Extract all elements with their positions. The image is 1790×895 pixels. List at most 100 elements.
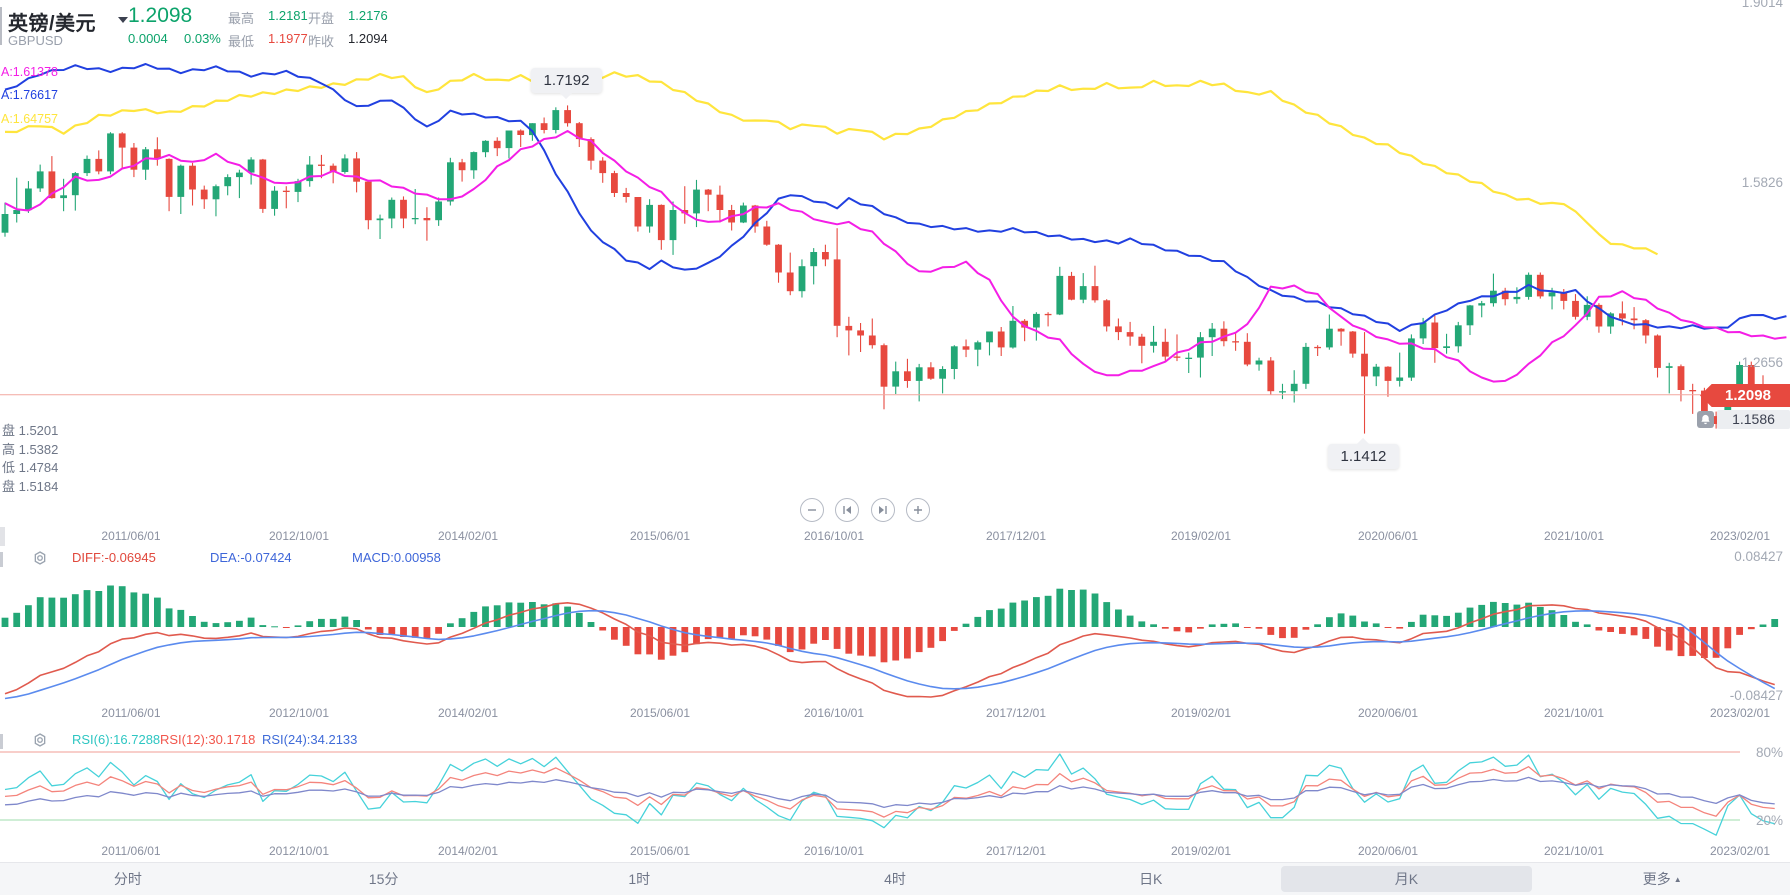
stat-value: 1.1977: [268, 31, 308, 46]
diff-value: DIFF:-0.06945: [72, 550, 156, 565]
skip-end-icon: [879, 506, 887, 514]
date-tick: 2015/06/01: [629, 529, 691, 543]
x-axis-main: 2011/06/01 2012/10/01 2014/02/01 2015/06/01…: [0, 529, 1790, 545]
macd-axis-min: -0.08427: [1729, 688, 1783, 703]
date-tick: 2019/02/01: [1170, 529, 1232, 543]
symbol-title[interactable]: 英镑/美元: [8, 13, 97, 35]
zoom-in-button[interactable]: [906, 498, 930, 522]
pan-left-button[interactable]: [835, 498, 859, 522]
price-axis-label: 1.9014: [1741, 0, 1783, 10]
pan-right-button[interactable]: [871, 498, 895, 522]
clipped-ui-fragment: [0, 527, 5, 546]
date-tick: 2012/10/01: [268, 844, 330, 858]
ohlc-tooltip-line: 高 1.5382: [2, 442, 59, 457]
date-tick: 2012/10/01: [268, 706, 330, 720]
date-tick: 2023/02/01: [1709, 706, 1771, 720]
date-tick: 2020/06/01: [1357, 529, 1419, 543]
date-tick: 2023/02/01: [1709, 844, 1771, 858]
gear-icon: [34, 733, 46, 747]
stat-value: 1.2176: [348, 8, 388, 23]
date-tick: 2019/02/01: [1170, 706, 1232, 720]
macd-settings-button[interactable]: [32, 550, 48, 571]
chevron-up-icon: ▲: [1673, 874, 1682, 884]
timeframe-toolbar: 分时 15分 1时 4时 日K 月K 更多 ▲: [0, 862, 1790, 895]
price-axis-label: 1.2656: [1741, 355, 1783, 370]
rsi-axis-lower: 20%: [1755, 813, 1783, 828]
date-tick: 2020/06/01: [1357, 844, 1419, 858]
tab-更多[interactable]: 更多 ▲: [1642, 871, 1682, 887]
date-tick: 2014/02/01: [437, 844, 499, 858]
date-tick: 2011/06/01: [101, 529, 161, 543]
date-tick: 2016/10/01: [803, 529, 865, 543]
last-price: 1.2098: [128, 4, 193, 27]
date-tick: 2021/10/01: [1543, 844, 1605, 858]
date-tick: 2017/12/01: [985, 529, 1047, 543]
stat-label: 开盘: [308, 11, 335, 26]
ohlc-tooltip-line: 盘 1.5201: [2, 423, 59, 438]
price-axis-label: 1.5826: [1741, 175, 1783, 190]
date-tick: 2016/10/01: [803, 844, 865, 858]
gear-icon: [34, 551, 46, 565]
low-annotation: 1.1412: [1327, 437, 1400, 469]
date-tick: 2011/06/01: [101, 844, 161, 858]
rsi-settings-button[interactable]: [32, 732, 48, 753]
rsi-value: RSI(12):30.1718: [160, 732, 256, 747]
ohlc-tooltip-line: 低 1.4784: [2, 460, 59, 475]
rsi-value: RSI(24):34.2133: [262, 732, 358, 747]
alert-price-label: 1.1586: [1717, 410, 1790, 429]
tab-月K[interactable]: 月K: [1280, 866, 1533, 892]
date-tick: 2021/10/01: [1543, 529, 1605, 543]
ma-label: A:1.61378: [1, 65, 58, 79]
clipped-icon-fragment: [0, 734, 3, 749]
tab-15分[interactable]: 15分: [368, 871, 399, 887]
ohlc-tooltip-line: 盘 1.5184: [2, 479, 59, 494]
dea-value: DEA:-0.07424: [210, 550, 292, 565]
date-tick: 2017/12/01: [985, 844, 1047, 858]
date-tick: 2023/02/01: [1709, 529, 1771, 543]
tab-4时[interactable]: 4时: [884, 871, 906, 887]
ma-label: A:1.76617: [1, 88, 58, 102]
date-tick: 2012/10/01: [268, 529, 330, 543]
date-tick: 2019/02/01: [1170, 844, 1232, 858]
current-price-badge: 1.2098: [1700, 384, 1790, 407]
bell-icon: [1701, 414, 1710, 425]
plus-icon: [914, 506, 922, 514]
date-tick: 2015/06/01: [629, 706, 691, 720]
date-tick: 2021/10/01: [1543, 706, 1605, 720]
date-tick: 2020/06/01: [1357, 706, 1419, 720]
ma-label: A:1.64757: [1, 112, 58, 126]
stat-label: 最低: [228, 34, 255, 49]
tab-日K[interactable]: 日K: [1139, 871, 1163, 887]
macd-axis-max: 0.08427: [1734, 549, 1783, 564]
tab-分时[interactable]: 分时: [113, 871, 142, 887]
zoom-out-button[interactable]: [800, 498, 824, 522]
high-annotation: 1.7192: [530, 68, 603, 100]
date-tick: 2016/10/01: [803, 706, 865, 720]
clipped-icon-fragment: [0, 552, 3, 567]
date-tick: 2017/12/01: [985, 706, 1047, 720]
stat-label: 最高: [228, 11, 255, 26]
date-tick: 2015/06/01: [629, 844, 691, 858]
skip-start-icon: [843, 506, 851, 514]
stat-value: 1.2094: [348, 31, 388, 46]
price-alert-button[interactable]: [1697, 411, 1714, 428]
rsi-axis-upper: 80%: [1755, 745, 1783, 760]
symbol-dropdown-caret-icon[interactable]: [118, 17, 128, 23]
symbol-code: GBPUSD: [8, 33, 63, 48]
macd-value: MACD:0.00958: [352, 550, 441, 565]
tab-1时[interactable]: 1时: [628, 871, 651, 887]
minus-icon: [808, 509, 816, 511]
x-axis-rsi: 2011/06/01 2012/10/01 2014/02/01 2015/06/01…: [0, 844, 1790, 860]
rsi-value: RSI(6):16.7288: [72, 732, 161, 747]
stat-label: 昨收: [308, 34, 335, 49]
price-change-pct: 0.03%: [184, 31, 221, 46]
header-divider: [0, 7, 2, 45]
x-axis-macd: 2011/06/01 2012/10/01 2014/02/01 2015/06/01…: [0, 706, 1790, 722]
stat-value: 1.2181: [268, 8, 308, 23]
price-change: 0.0004: [128, 31, 168, 46]
date-tick: 2014/02/01: [437, 706, 499, 720]
date-tick: 2011/06/01: [101, 706, 161, 720]
date-tick: 2014/02/01: [437, 529, 499, 543]
